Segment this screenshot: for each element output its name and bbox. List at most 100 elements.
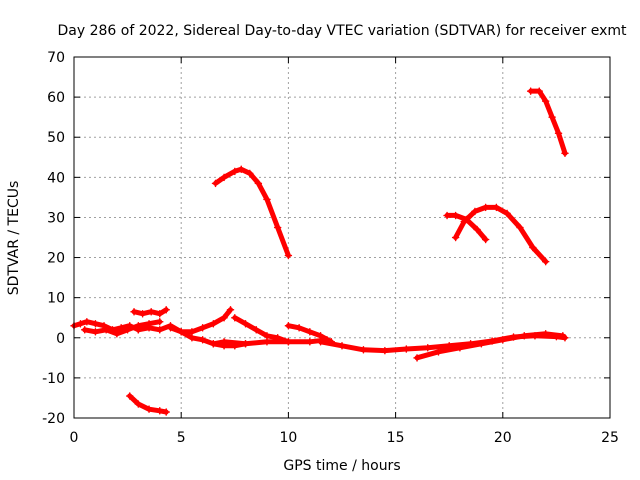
point-arc9 bbox=[316, 332, 325, 340]
x-tick-label: 0 bbox=[70, 430, 79, 446]
y-axis-label: SDTVAR / TECUs bbox=[6, 181, 22, 296]
point-arc10 bbox=[316, 338, 325, 346]
point-arc8 bbox=[284, 338, 293, 346]
point-arc7 bbox=[252, 326, 260, 334]
x-axis-label: GPS time / hours bbox=[283, 458, 400, 474]
point-arc3 bbox=[162, 305, 170, 314]
point-arc14 bbox=[481, 203, 490, 212]
point-arc4 bbox=[162, 408, 170, 416]
point-arc1 bbox=[91, 319, 100, 328]
point-arc4 bbox=[134, 400, 143, 408]
point-arc15 bbox=[541, 97, 550, 105]
point-arc10 bbox=[402, 345, 411, 353]
point-arc8 bbox=[209, 340, 218, 348]
point-arc8 bbox=[263, 338, 271, 346]
point-arc6 bbox=[198, 324, 207, 332]
point-arc10 bbox=[381, 346, 389, 355]
point-arc8 bbox=[241, 340, 250, 348]
point-arc13 bbox=[443, 211, 451, 220]
point-arc13 bbox=[451, 211, 460, 220]
point-arc5 bbox=[134, 326, 143, 334]
point-arc10 bbox=[338, 342, 346, 350]
point-arc13 bbox=[481, 235, 490, 244]
point-arc2 bbox=[156, 317, 164, 326]
y-tick-label: -10 bbox=[42, 371, 65, 387]
point-arc10 bbox=[359, 346, 368, 354]
point-arc15 bbox=[526, 87, 535, 95]
point-arc11 bbox=[413, 354, 421, 362]
point-arc13 bbox=[473, 225, 481, 234]
point-arc3 bbox=[147, 307, 155, 316]
point-arc5 bbox=[198, 336, 207, 344]
y-tick-label: -20 bbox=[42, 411, 65, 427]
point-arc8 bbox=[306, 338, 314, 346]
point-arc11 bbox=[434, 348, 443, 356]
y-tick-label: 40 bbox=[47, 170, 65, 186]
point-arc6 bbox=[209, 319, 218, 328]
point-arc3 bbox=[130, 307, 138, 316]
point-arc4 bbox=[125, 392, 134, 400]
point-arc15 bbox=[535, 87, 543, 95]
point-arc2 bbox=[123, 326, 132, 334]
series-arc10 bbox=[318, 333, 568, 354]
y-tick-label: 50 bbox=[47, 130, 65, 146]
x-tick-label: 20 bbox=[494, 430, 512, 446]
plot-frame bbox=[73, 56, 611, 419]
point-arc8 bbox=[220, 338, 228, 346]
point-arc2 bbox=[113, 330, 121, 338]
point-arc1 bbox=[76, 319, 85, 328]
point-arc15 bbox=[548, 113, 556, 121]
y-tick-label: 70 bbox=[47, 50, 65, 66]
point-arc14 bbox=[471, 207, 479, 216]
point-arc11 bbox=[559, 332, 567, 340]
y-tick-label: 30 bbox=[47, 210, 65, 226]
point-arc11 bbox=[477, 340, 486, 348]
point-arc11 bbox=[520, 332, 528, 340]
point-arc7 bbox=[231, 313, 239, 322]
point-arc9 bbox=[306, 328, 314, 336]
point-arc15 bbox=[554, 129, 563, 137]
x-tick-label: 25 bbox=[601, 430, 619, 446]
point-arc12 bbox=[246, 169, 254, 178]
point-arc6 bbox=[226, 305, 235, 314]
y-tick-label: 10 bbox=[47, 291, 65, 307]
point-arc5 bbox=[188, 334, 196, 342]
point-arc9 bbox=[295, 324, 303, 332]
point-arc2 bbox=[102, 326, 110, 334]
ticks: 0 5 10 15 20 25 -20 -10 0 10 20 30 40 50 60 70 bbox=[42, 50, 619, 446]
point-arc2 bbox=[80, 326, 89, 334]
point-arc6 bbox=[188, 328, 196, 336]
point-arc1 bbox=[83, 317, 91, 326]
chart-title: Day 286 of 2022, Sidereal Day-to-day VTE… bbox=[58, 23, 628, 39]
point-arc14 bbox=[451, 233, 460, 242]
x-tick-label: 10 bbox=[279, 430, 297, 446]
point-arc14 bbox=[492, 203, 501, 212]
y-tick-label: 60 bbox=[47, 90, 65, 106]
point-arc4 bbox=[145, 405, 153, 413]
point-arc14 bbox=[503, 209, 511, 218]
series-arc14 bbox=[453, 204, 549, 265]
point-arc14 bbox=[541, 257, 550, 266]
point-arc11 bbox=[499, 336, 507, 344]
point-arc2 bbox=[91, 328, 100, 336]
point-arc3 bbox=[138, 309, 147, 318]
point-arc6 bbox=[177, 328, 185, 336]
point-arc14 bbox=[516, 223, 524, 232]
point-arc11 bbox=[456, 344, 464, 352]
point-arc12 bbox=[237, 165, 245, 174]
point-arc6 bbox=[220, 313, 228, 322]
point-arc14 bbox=[529, 243, 537, 252]
x-tick-label: 5 bbox=[177, 430, 186, 446]
point-arc12 bbox=[263, 195, 271, 204]
point-arc12 bbox=[220, 173, 228, 182]
point-arc3 bbox=[156, 309, 164, 318]
point-arc10 bbox=[424, 344, 432, 352]
point-arc6 bbox=[166, 324, 175, 332]
point-arc5 bbox=[145, 324, 153, 332]
point-arc9 bbox=[284, 321, 293, 330]
point-arc4 bbox=[156, 407, 164, 415]
point-arc7 bbox=[241, 319, 250, 328]
series-group bbox=[70, 87, 569, 416]
point-arc12 bbox=[211, 179, 220, 188]
